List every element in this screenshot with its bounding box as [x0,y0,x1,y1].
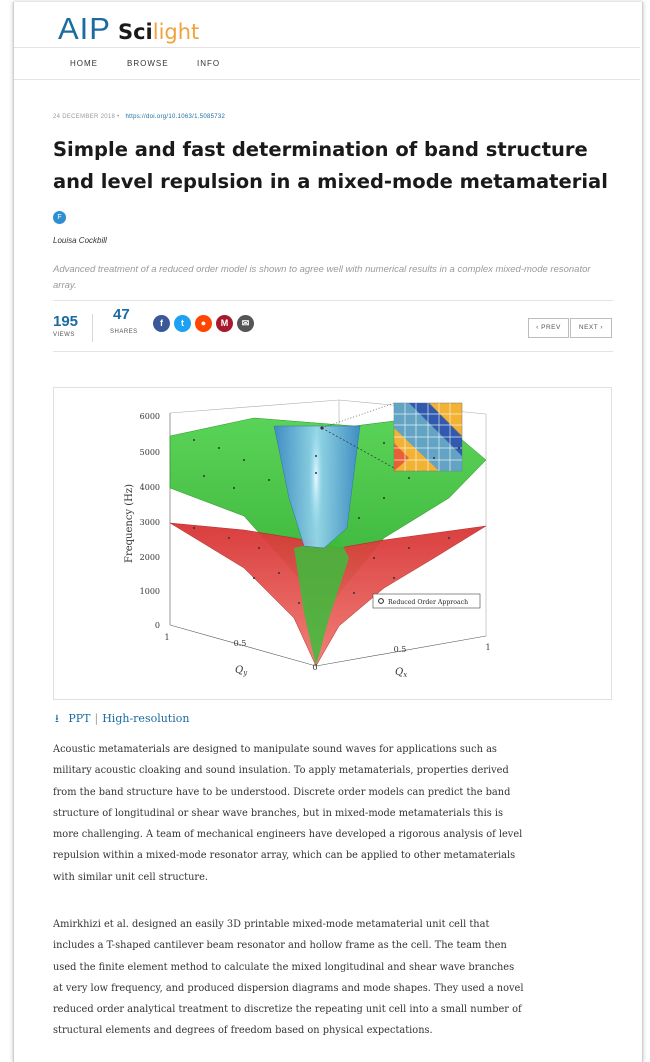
y-tick: 0 [155,621,160,630]
paragraph-line: reduced order analytical treatment to di… [53,1004,522,1016]
link-separator: | [94,712,99,725]
y-tick: 6000 [140,412,160,421]
paragraph-line: from the band structure have to be under… [53,786,511,798]
x-axis: 1 0.5 0 0.5 1 [164,633,490,672]
y-tick: 5000 [140,448,160,457]
site-header: AIP Sci light [14,3,640,48]
y-axis: 6000 5000 4000 3000 2000 1000 0 [140,412,160,630]
paragraph-line: repulsion within a mixed-mode resonator … [53,850,516,862]
figure-container[interactable]: 6000 5000 4000 3000 2000 1000 0 Frequenc… [53,387,612,700]
origin-tick: 0 [312,663,317,672]
divider [53,351,613,352]
legend-label: Reduced Order Approach [388,599,468,606]
qy-tick: 0.5 [234,639,247,648]
qx-label: Qx [395,667,407,679]
prev-button[interactable]: ‹ PREV [528,318,569,338]
legend: Reduced Order Approach [372,593,481,609]
publish-date: 24 DECEMBER 2018 • [53,114,120,120]
qx-tick: 0.5 [394,645,407,654]
paragraph-line: includes a T-shaped cantilever beam reso… [53,940,507,952]
logo-sci-text: Sci [117,20,153,44]
lower-cone-surface [294,538,349,666]
figure-links: ⭳ PPT | High-resolution [55,710,189,729]
email-icon[interactable]: ✉ [237,315,254,332]
author-badge-icon[interactable]: F [53,211,66,224]
article-meta: 24 DECEMBER 2018 • https://doi.org/10.106… [53,114,225,120]
qy-tick: 1 [164,633,169,642]
nav-info[interactable]: INFO [197,59,221,68]
mendeley-icon[interactable]: M [216,315,233,332]
reduced-order-points [193,426,460,604]
article-title: Simple and fast determination of band st… [53,134,613,198]
main-nav: HOME BROWSE INFO [14,47,640,80]
facebook-icon[interactable]: f [153,315,170,332]
paragraph-line: used the finite element method to calcul… [53,961,515,973]
title-line-2: and level repulsion in a mixed-mode meta… [53,170,608,193]
y-axis-label: Frequency (Hz) [124,484,135,563]
y-tick: 4000 [140,483,160,492]
shear-band-highlight [309,423,323,533]
views-count: 195 [53,313,79,330]
paragraph-line: Acoustic metamaterials are designed to m… [53,744,497,755]
nav-browse[interactable]: BROWSE [127,59,169,68]
author-name[interactable]: Louisa Cockbill [53,236,107,245]
aip-scilight-logo[interactable]: AIP Sci light [58,11,199,47]
reddit-icon[interactable]: ● [195,315,212,332]
divider [53,300,613,301]
logo-light-text: light [152,20,200,44]
article-abstract: Advanced treatment of a reduced order mo… [53,264,591,291]
paragraph-line: Amirkhizi et al. designed an easily 3D p… [53,919,490,930]
y-tick: 2000 [140,553,160,562]
paragraph-2: Amirkhizi et al. designed an easily 3D p… [53,914,618,1042]
mode-shape-inset [321,402,463,472]
paragraph-line: military acoustic cloaking and sound ins… [53,765,509,777]
shares-label: SHARES [110,329,138,335]
views-label: VIEWS [53,332,75,338]
paragraph-line: more challenging. A team of mechanical e… [53,829,523,841]
title-line-1: Simple and fast determination of band st… [53,138,588,161]
twitter-icon[interactable]: t [174,315,191,332]
paragraph-line: structural elements and degrees of freed… [53,1025,433,1037]
doi-link[interactable]: https://doi.org/10.1063/1.5085732 [125,114,226,120]
download-icon[interactable]: ⭳ [55,712,59,725]
qy-label: Qy [235,665,248,677]
stats-separator [92,314,93,342]
next-button[interactable]: NEXT › [570,318,612,338]
paragraph-line: with similar unit cell structure. [53,871,208,883]
logo-aip-text: AIP [58,11,111,46]
high-resolution-link[interactable]: High-resolution [102,712,190,725]
paragraph-1: Acoustic metamaterials are designed to m… [53,739,618,888]
paragraph-line: structure of longitudinal or shear wave … [53,807,504,819]
ppt-link[interactable]: PPT [68,712,91,725]
paragraph-line: at very low frequency, and produced disp… [53,982,524,994]
shares-count: 47 [113,306,130,323]
y-tick: 3000 [140,518,160,527]
nav-home[interactable]: HOME [70,59,98,68]
y-tick: 1000 [140,587,160,596]
band-structure-figure: 6000 5000 4000 3000 2000 1000 0 Frequenc… [124,399,491,679]
qx-tick: 1 [485,643,490,652]
